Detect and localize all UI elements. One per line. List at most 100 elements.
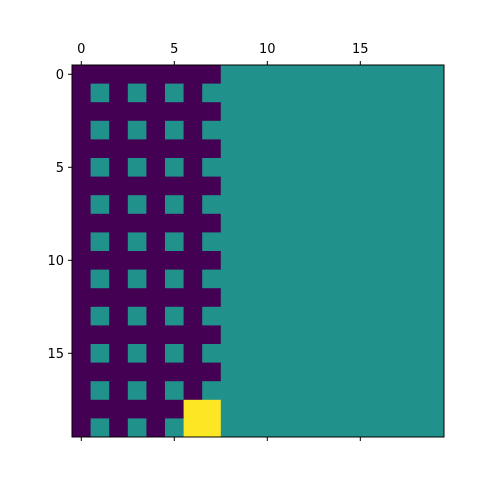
heatmap-cell (109, 306, 129, 326)
heatmap-cell (258, 251, 277, 270)
heatmap-cell (425, 102, 445, 122)
heatmap-cell (202, 139, 222, 159)
heatmap-cell (295, 102, 315, 122)
heatmap-cell (146, 251, 166, 270)
heatmap-cell (220, 418, 240, 438)
heatmap-cell (313, 399, 333, 419)
heatmap-cell (90, 306, 110, 326)
heatmap-cell (202, 195, 222, 215)
y-tick-label: 0 (56, 68, 64, 83)
heatmap-cell (165, 139, 184, 159)
heatmap-cell (165, 158, 184, 177)
heatmap-cell (351, 325, 370, 345)
heatmap-cell (127, 176, 147, 196)
heatmap-cell (90, 269, 110, 289)
heatmap-cell (202, 288, 222, 308)
heatmap-cell (258, 195, 277, 215)
heatmap-cell (72, 213, 91, 233)
heatmap-cell (146, 269, 166, 289)
heatmap-cell (258, 158, 277, 177)
heatmap-cell (127, 381, 147, 401)
heatmap-cell (127, 362, 147, 382)
heatmap-cell (332, 65, 352, 84)
heatmap-cell (388, 269, 408, 289)
heatmap-cell (276, 362, 296, 382)
heatmap-cell (127, 139, 147, 159)
heatmap-cell (295, 213, 315, 233)
heatmap-cell (183, 195, 203, 215)
heatmap-cell (127, 65, 147, 84)
heatmap-cell (313, 325, 333, 345)
heatmap-cell (369, 362, 389, 382)
heatmap-cell (220, 65, 240, 84)
heatmap-cell (202, 158, 222, 177)
heatmap-cell (109, 176, 129, 196)
heatmap-cell (90, 195, 110, 215)
heatmap-cell (90, 213, 110, 233)
heatmap-cell (202, 418, 222, 438)
y-tick-label: 15 (47, 347, 64, 362)
heatmap-cell (295, 362, 315, 382)
heatmap-cell (202, 362, 222, 382)
heatmap-cell (109, 139, 129, 159)
heatmap-cell (276, 288, 296, 308)
x-tick-label: 10 (259, 42, 276, 57)
heatmap-cell (165, 325, 184, 345)
heatmap-cell (406, 139, 426, 159)
heatmap-cell (258, 213, 277, 233)
heatmap-cell (425, 83, 445, 103)
heatmap-cell (332, 344, 352, 363)
heatmap-cell (183, 102, 203, 122)
heatmap-cell (388, 176, 408, 196)
heatmap-cell (90, 120, 110, 140)
heatmap-cell (369, 195, 389, 215)
heatmap-cell (295, 139, 315, 159)
heatmap-cell (202, 102, 222, 122)
heatmap-cell (220, 399, 240, 419)
heatmap-cell (165, 213, 184, 233)
heatmap-cell (183, 381, 203, 401)
heatmap-cell (295, 195, 315, 215)
heatmap-cell (388, 83, 408, 103)
heatmap-cell (425, 306, 445, 326)
heatmap-cell (295, 288, 315, 308)
heatmap-cell (90, 65, 110, 84)
heatmap-cell (406, 325, 426, 345)
heatmap-cell (72, 325, 91, 345)
heatmap-cell (388, 139, 408, 159)
heatmap-cell (313, 83, 333, 103)
heatmap-cell (388, 344, 408, 363)
heatmap-cell (388, 158, 408, 177)
heatmap-cell (295, 251, 315, 270)
heatmap-cell (239, 288, 259, 308)
heatmap-cell (220, 232, 240, 252)
heatmap-cell (295, 381, 315, 401)
heatmap-cell (202, 381, 222, 401)
heatmap-cell (165, 269, 184, 289)
heatmap-cell (90, 176, 110, 196)
heatmap-cell (313, 232, 333, 252)
heatmap-cell (425, 251, 445, 270)
heatmap-cell (146, 120, 166, 140)
heatmap-cell (388, 399, 408, 419)
heatmap-cell (332, 362, 352, 382)
heatmap-cell (276, 195, 296, 215)
heatmap-cell (295, 306, 315, 326)
heatmap-cell (72, 195, 91, 215)
heatmap-cell (72, 65, 91, 84)
heatmap-cell (351, 251, 370, 270)
heatmap-cell (295, 120, 315, 140)
heatmap-cell (165, 176, 184, 196)
heatmap-cell (258, 399, 277, 419)
heatmap-cell (369, 269, 389, 289)
heatmap-cell (165, 288, 184, 308)
heatmap-cell (388, 325, 408, 345)
heatmap-cell (351, 195, 370, 215)
heatmap-cell (146, 399, 166, 419)
heatmap-cell (425, 288, 445, 308)
heatmap-cell (276, 399, 296, 419)
heatmap-cell (220, 306, 240, 326)
heatmap-cell (258, 102, 277, 122)
heatmap-cell (369, 325, 389, 345)
heatmap-cell (72, 288, 91, 308)
